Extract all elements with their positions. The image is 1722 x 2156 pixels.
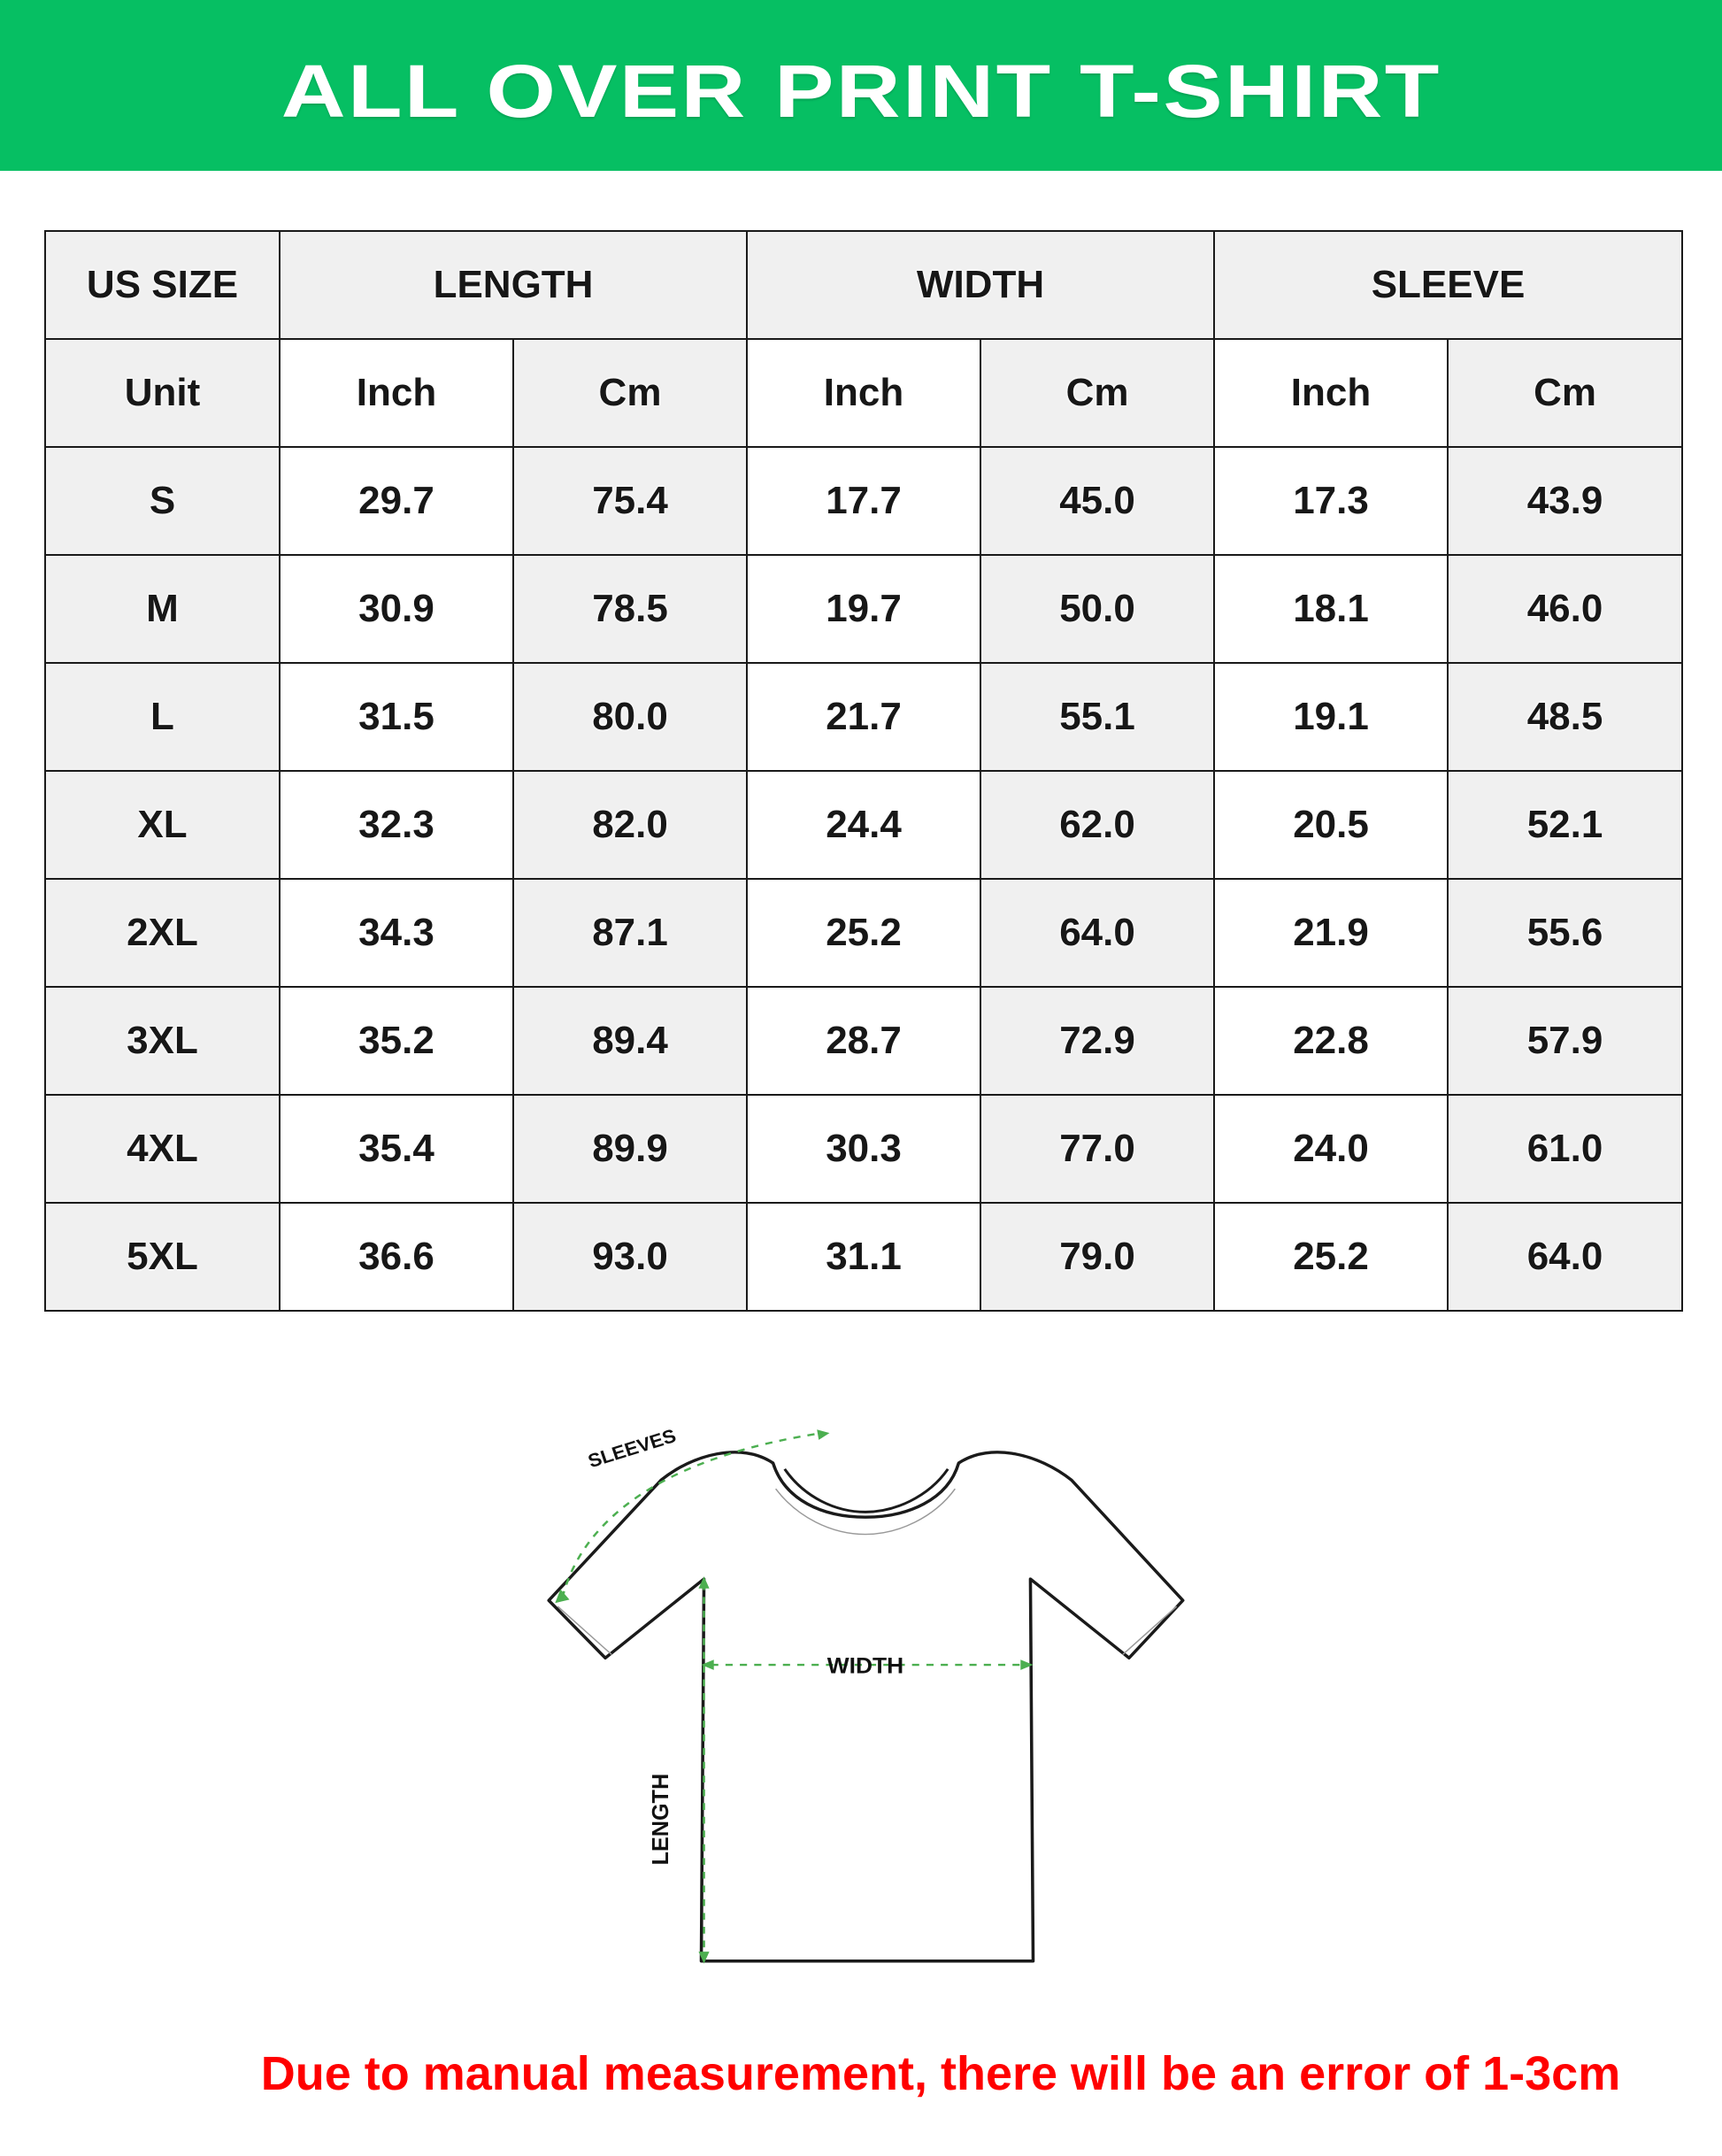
svg-text:SLEEVES: SLEEVES: [585, 1425, 679, 1473]
svg-text:WIDTH: WIDTH: [827, 1654, 903, 1678]
svg-text:LENGTH: LENGTH: [649, 1774, 674, 1866]
